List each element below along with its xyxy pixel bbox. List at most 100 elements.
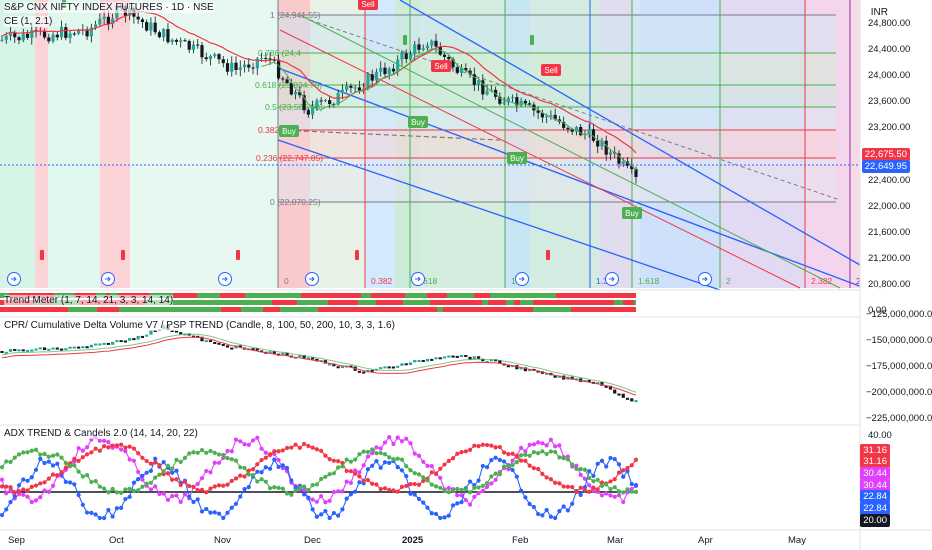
trend-meter-cell bbox=[272, 300, 297, 305]
cpr-candle bbox=[604, 385, 608, 388]
cpr-candle bbox=[464, 355, 468, 358]
cpr-indicator-title[interactable]: CPR/ Cumulative Delta Volume V7 / PSP TR… bbox=[4, 320, 395, 331]
candle-body bbox=[47, 37, 51, 42]
candle-body bbox=[111, 18, 115, 25]
cpr-candle bbox=[421, 360, 425, 363]
candle-body bbox=[434, 40, 438, 47]
cpr-candle bbox=[430, 358, 434, 361]
fib-level-label: 0 (22,070.25) bbox=[270, 197, 321, 207]
trend-meter-cell bbox=[627, 293, 634, 298]
channel-line bbox=[399, 0, 861, 266]
cpr-candle bbox=[332, 363, 336, 367]
arrow-icon bbox=[309, 276, 315, 282]
candle-body bbox=[634, 169, 638, 177]
trend-meter-cell bbox=[380, 307, 396, 312]
cpr-candle bbox=[519, 367, 523, 370]
candle-body bbox=[506, 98, 510, 103]
trend-meter-cell bbox=[467, 307, 489, 312]
cpr-candle bbox=[115, 340, 119, 343]
adx-indicator-title[interactable]: ADX TREND & Candels 2.0 (14, 14, 20, 22) bbox=[4, 428, 198, 439]
cpr-candle bbox=[447, 355, 451, 358]
cpr-candle bbox=[42, 347, 47, 351]
candle-body bbox=[579, 126, 583, 136]
candle-body bbox=[366, 74, 370, 89]
cpr-candle bbox=[30, 349, 34, 352]
candle-body bbox=[298, 91, 302, 96]
candle-body bbox=[600, 140, 604, 147]
candle-body bbox=[183, 40, 187, 42]
currency-label[interactable]: INR bbox=[870, 7, 888, 18]
trend-meter-cell bbox=[202, 300, 218, 305]
candle-body bbox=[213, 54, 217, 57]
trend-meter-cell bbox=[172, 300, 191, 305]
signal-label: Buy bbox=[625, 209, 639, 218]
candle-body bbox=[289, 82, 293, 95]
candle-body bbox=[140, 19, 145, 23]
cpr-candle bbox=[55, 347, 59, 350]
candle-body bbox=[89, 27, 93, 37]
trend-meter-cell bbox=[349, 293, 361, 298]
trend-meter-cell bbox=[68, 307, 84, 312]
cpr-candle bbox=[600, 382, 604, 386]
trend-meter-cell bbox=[634, 300, 636, 305]
cpr-candle bbox=[442, 356, 447, 359]
cpr-tick-label: −125,000,000.00 bbox=[866, 309, 932, 320]
trend-meter-cell bbox=[245, 293, 260, 298]
candle-body bbox=[562, 121, 566, 128]
trend-meter-cell bbox=[84, 307, 97, 312]
candle-body bbox=[302, 95, 306, 111]
candle-body bbox=[315, 100, 319, 107]
candle-body bbox=[174, 39, 179, 42]
adx-value-tag: 20.00 bbox=[860, 514, 890, 527]
trend-meter-title[interactable]: Trend Meter (1, 7, 14, 21, 3, 3, 14, 14) bbox=[4, 295, 174, 306]
channel-line bbox=[279, 29, 801, 289]
channel-line bbox=[277, 139, 721, 291]
trend-meter-cell bbox=[490, 293, 511, 298]
candle-body bbox=[59, 27, 64, 38]
symbol-title[interactable]: S&P CNX NIFTY INDEX FUTURES · 1D · NSE bbox=[4, 2, 214, 13]
trend-meter-cell bbox=[623, 300, 634, 305]
candle-body bbox=[370, 74, 374, 81]
cpr-candle bbox=[298, 355, 302, 358]
candle-body bbox=[145, 22, 149, 31]
candle-body bbox=[621, 161, 625, 164]
candle-body bbox=[68, 33, 72, 38]
signal-badge bbox=[279, 125, 299, 137]
trend-meter-cell bbox=[571, 307, 596, 312]
trend-meter-cell bbox=[241, 300, 253, 305]
arrow-icon bbox=[105, 276, 111, 282]
trend-meter-cell bbox=[462, 300, 482, 305]
fib-level-label: 0.382 (23, bbox=[258, 125, 296, 135]
trend-meter-cell bbox=[444, 300, 462, 305]
trend-meter-cell bbox=[547, 307, 567, 312]
cpr-candle bbox=[587, 379, 591, 382]
trend-meter-cell bbox=[273, 307, 280, 312]
fib-time-label: 0.382 bbox=[371, 276, 393, 286]
trend-meter-cell bbox=[371, 293, 395, 298]
candle-body bbox=[13, 33, 17, 38]
cpr-candle bbox=[272, 351, 276, 354]
candle-body bbox=[476, 80, 481, 85]
candle-body bbox=[285, 79, 289, 83]
price-tick-label: 22,000.00 bbox=[868, 201, 911, 212]
cpr-candle bbox=[370, 369, 374, 372]
fib-level-label: 0.5 (23,505.90) bbox=[265, 102, 323, 112]
candle-body bbox=[570, 129, 574, 132]
cpr-candle bbox=[204, 340, 208, 343]
cpr-candle bbox=[251, 348, 255, 351]
cpr-candle bbox=[438, 357, 442, 360]
cpr-candle bbox=[213, 341, 217, 344]
trend-meter-cell bbox=[167, 307, 177, 312]
trend-meter-cell bbox=[358, 300, 376, 305]
short-moving-average-line bbox=[261, 48, 637, 171]
trend-meter-cell bbox=[409, 300, 430, 305]
cpr-candle bbox=[553, 375, 557, 378]
chandelier-exit-indicator-label[interactable]: CE (1, 2.1) bbox=[4, 16, 53, 27]
trend-meter-cell bbox=[220, 293, 239, 298]
candle-body bbox=[425, 45, 430, 49]
cpr-candle bbox=[136, 335, 140, 340]
candle-body bbox=[481, 80, 485, 95]
candle-body bbox=[85, 29, 89, 37]
adx-value-tag: 30.44 bbox=[860, 479, 890, 492]
